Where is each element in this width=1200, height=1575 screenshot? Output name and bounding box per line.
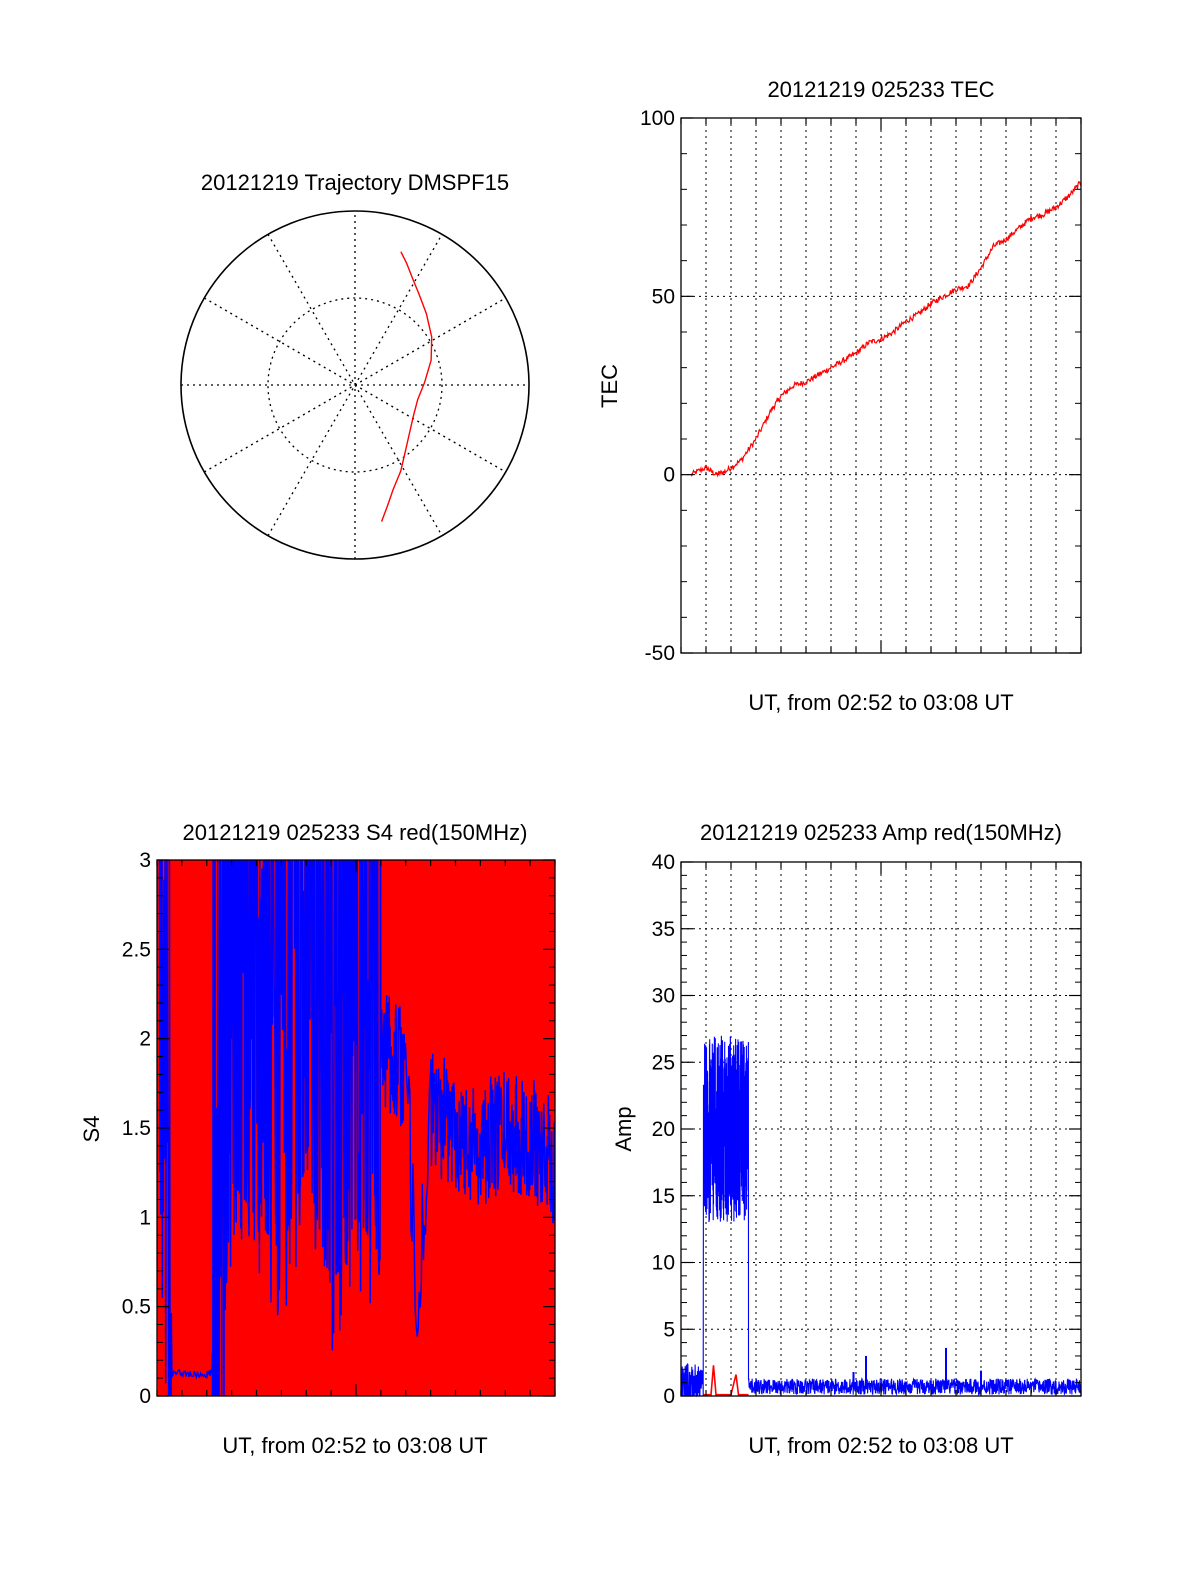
y-tick-label: 5 bbox=[663, 1318, 675, 1341]
y-tick-label: 0 bbox=[139, 1385, 151, 1408]
y-tick-label: 20 bbox=[652, 1118, 675, 1141]
amp-red-series bbox=[703, 1365, 749, 1396]
y-tick-label: 0.5 bbox=[122, 1296, 151, 1319]
amp-xlabel: UT, from 02:52 to 03:08 UT bbox=[748, 1433, 1013, 1458]
polar-ring bbox=[267, 297, 443, 473]
y-tick-label: 3 bbox=[139, 849, 151, 872]
polar-spoke bbox=[267, 233, 443, 537]
s4-xlabel: UT, from 02:52 to 03:08 UT bbox=[222, 1433, 487, 1458]
tec-series-line bbox=[690, 180, 1082, 478]
amp-panel: 20121219 025233 Amp red(150MHz) Amp UT, … bbox=[611, 820, 1082, 1458]
y-tick-label: 100 bbox=[640, 107, 675, 130]
y-tick-label: 25 bbox=[652, 1051, 675, 1074]
tec-panel: 20121219 025233 TEC TEC UT, from 02:52 t… bbox=[597, 77, 1082, 715]
s4-panel: 20121219 025233 S4 red(150MHz) S4 UT, fr… bbox=[79, 820, 556, 1458]
tec-xlabel: UT, from 02:52 to 03:08 UT bbox=[748, 690, 1013, 715]
y-tick-label: 15 bbox=[652, 1185, 675, 1208]
amp-ylabel: Amp bbox=[611, 1106, 636, 1151]
y-tick-label: 0 bbox=[663, 464, 675, 487]
polar-outer-ring bbox=[180, 210, 530, 560]
y-tick-label: 0 bbox=[663, 1385, 675, 1408]
y-tick-label: 30 bbox=[652, 985, 675, 1008]
trajectory-title: 20121219 Trajectory DMSPF15 bbox=[201, 170, 509, 195]
trajectory-polar-panel: 20121219 Trajectory DMSPF15 bbox=[180, 170, 530, 560]
y-tick-label: -50 bbox=[645, 642, 675, 665]
amp-title: 20121219 025233 Amp red(150MHz) bbox=[700, 820, 1062, 845]
y-tick-label: 50 bbox=[652, 285, 675, 308]
y-tick-label: 2 bbox=[139, 1028, 151, 1051]
trajectory-line bbox=[380, 251, 433, 522]
y-tick-label: 1.5 bbox=[122, 1117, 151, 1140]
s4-title: 20121219 025233 S4 red(150MHz) bbox=[183, 820, 528, 845]
tec-title: 20121219 025233 TEC bbox=[767, 77, 994, 102]
s4-blue-series bbox=[158, 860, 555, 1396]
y-tick-label: 10 bbox=[652, 1252, 675, 1275]
amp-blue-series bbox=[680, 1035, 1082, 1398]
y-tick-label: 40 bbox=[652, 851, 675, 874]
s4-ylabel: S4 bbox=[79, 1116, 104, 1143]
y-tick-label: 2.5 bbox=[122, 938, 151, 961]
y-tick-label: 35 bbox=[652, 918, 675, 941]
tec-ylabel: TEC bbox=[597, 364, 622, 408]
plot-frame bbox=[680, 117, 1082, 654]
y-tick-label: 1 bbox=[139, 1206, 151, 1229]
